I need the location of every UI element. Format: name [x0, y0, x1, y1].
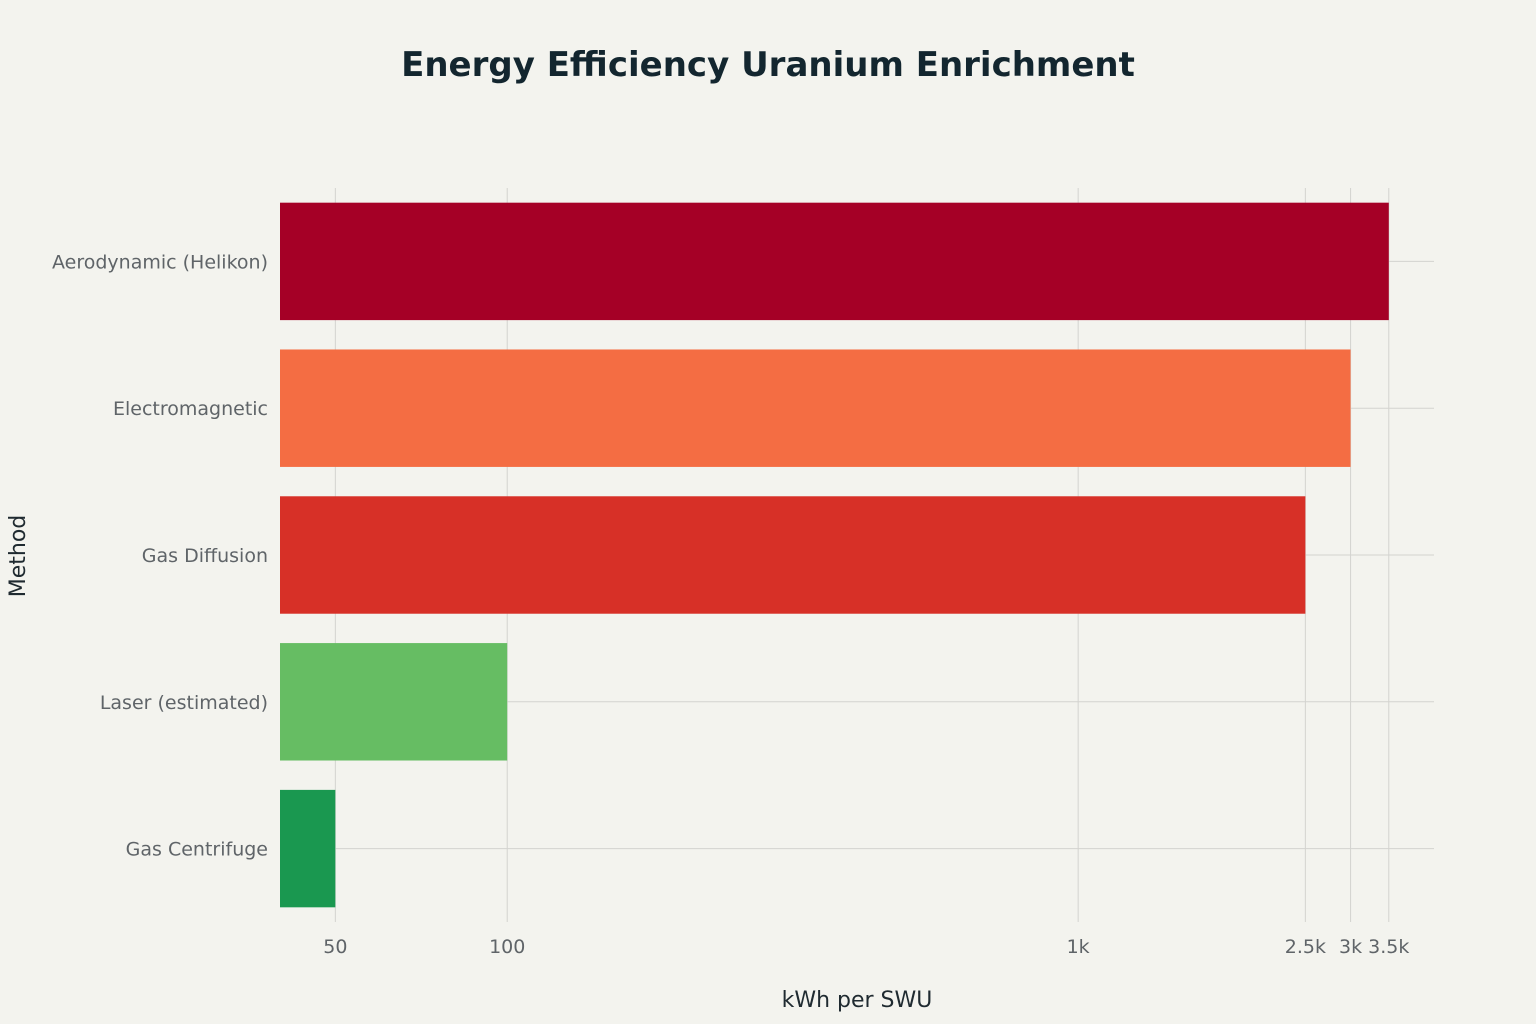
- bar: [280, 349, 1351, 467]
- x-tick-label: 2.5k: [1285, 936, 1326, 958]
- x-tick-labels: 50 100 1k 2.5k 3k 3.5k: [323, 936, 1409, 958]
- y-tick-label: Laser (estimated): [100, 692, 268, 714]
- x-tick-label: 50: [323, 936, 347, 958]
- chart-title: Energy Efficiency Uranium Enrichment: [401, 45, 1135, 85]
- y-tick-labels: Aerodynamic (Helikon) Electromagnetic Gas …: [52, 251, 268, 860]
- y-axis-title: Method: [6, 515, 31, 598]
- bar: [280, 202, 1389, 321]
- x-tick-label: 3k: [1339, 936, 1362, 958]
- x-tick-label: 1k: [1067, 936, 1090, 958]
- x-axis-title: kWh per SWU: [782, 988, 933, 1013]
- bar: [280, 643, 508, 761]
- bars: [280, 202, 1389, 908]
- bar: [280, 496, 1306, 614]
- y-tick-label: Gas Centrifuge: [126, 839, 268, 861]
- x-tick-label: 100: [489, 936, 525, 958]
- y-tick-label: Gas Diffusion: [142, 545, 268, 567]
- bar: [280, 789, 336, 908]
- x-tick-label: 3.5k: [1368, 936, 1409, 958]
- y-tick-label: Aerodynamic (Helikon): [52, 251, 268, 273]
- y-tick-label: Electromagnetic: [113, 398, 268, 420]
